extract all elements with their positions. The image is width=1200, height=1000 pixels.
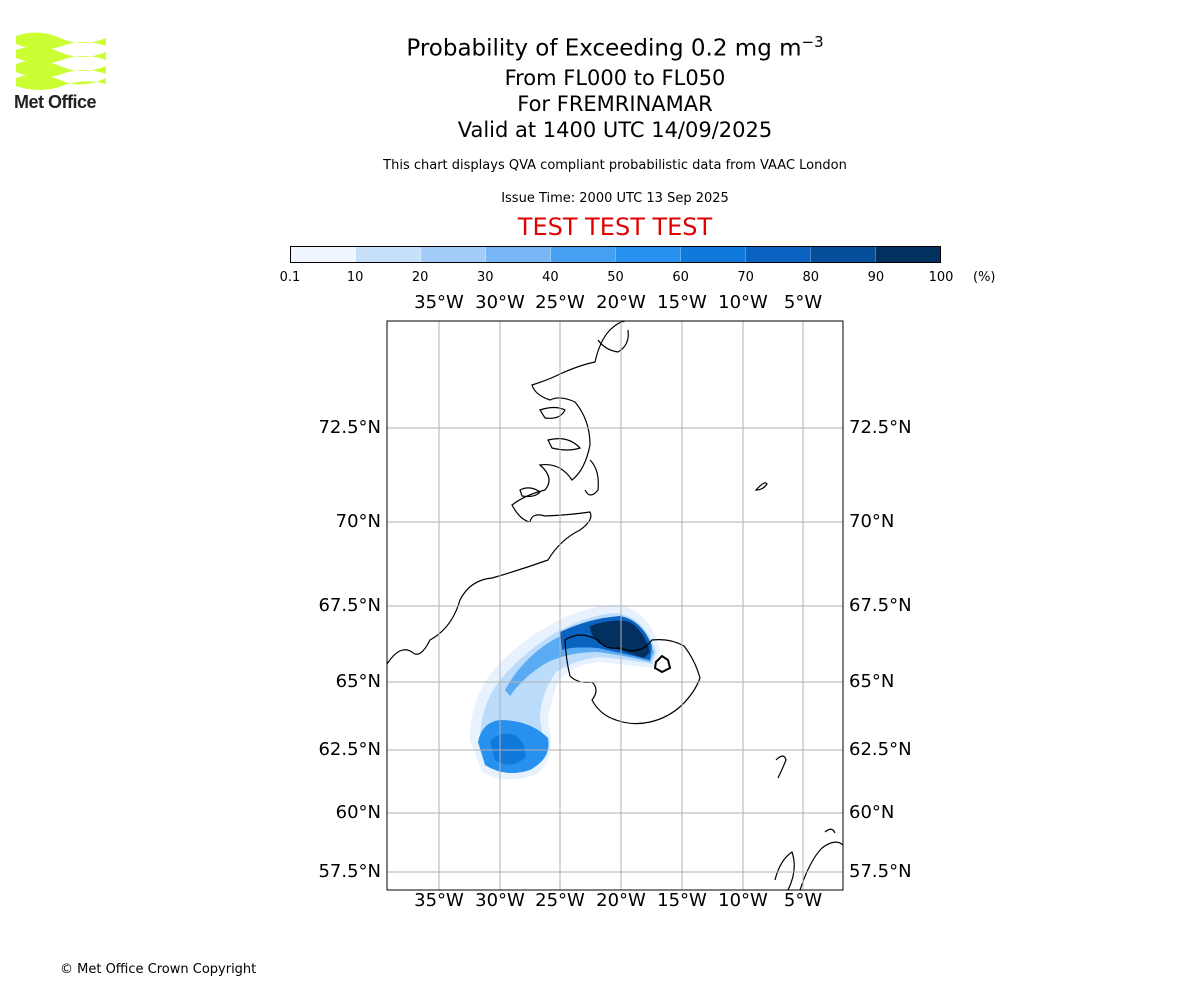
met-office-logo-icon [16,32,106,90]
colorbar-tick-label: 80 [802,270,820,285]
longitude-label: 10°W [718,292,768,313]
ash-plume [470,605,660,780]
colorbar-swatch [876,247,940,262]
colorbar-tick-label: 10 [346,270,364,285]
colorbar-swatch [746,247,811,262]
colorbar-swatch [551,247,616,262]
colorbar-swatch [421,247,486,262]
latitude-label: 65°N [335,671,381,692]
colorbar-tick-label: 30 [477,270,494,285]
latitude-label: 67.5°N [318,595,381,616]
title-line-2: From FL000 to FL050 [504,65,726,90]
latitude-label: 65°N [849,671,895,692]
title-line-4: Valid at 1400 UTC 14/09/2025 [457,117,773,142]
issue-time: Issue Time: 2000 UTC 13 Sep 2025 [501,191,729,206]
longitude-label: 30°W [475,292,525,313]
colorbar-tick-label: 20 [411,270,429,285]
latitude-label: 57.5°N [849,861,912,882]
longitude-label: 5°W [783,890,823,911]
latitude-label: 70°N [849,511,895,532]
latitude-label: 70°N [335,511,381,532]
latitude-label: 67.5°N [849,595,912,616]
longitude-label: 30°W [475,890,525,911]
longitude-label: 5°W [783,292,823,313]
latitude-label: 57.5°N [318,861,381,882]
longitude-label: 35°W [414,292,464,313]
latitude-label: 72.5°N [849,417,912,438]
colorbar-swatch [291,247,356,262]
latitude-label: 62.5°N [849,739,912,760]
copyright: © Met Office Crown Copyright [60,962,257,977]
title-line-3: For FREMRINAMAR [517,91,713,116]
colorbar-tick-label: 60 [672,270,689,285]
colorbar-tick-label: 50 [607,270,624,285]
colorbar-tick-label: 70 [737,270,754,285]
latitude-label: 60°N [849,802,895,823]
colorbar-swatch [356,247,421,262]
colorbar-swatch [811,247,876,262]
colorbar-tick-label: 40 [542,270,559,285]
longitude-label: 35°W [414,890,464,911]
colorbar-tick-label: 0.1 [279,270,301,285]
colorbar [290,246,941,263]
chart-title: Probability of Exceeding 0.2 mg m−3 From… [300,26,930,143]
longitude-label: 20°W [596,292,646,313]
logo-text: Met Office [14,92,97,112]
colorbar-swatch [681,247,746,262]
latitude-label: 62.5°N [318,739,381,760]
subtitle: This chart displays QVA compliant probab… [383,158,847,173]
longitude-label: 15°W [657,292,707,313]
longitude-label: 20°W [596,890,646,911]
colorbar-tick-label: 100 [928,270,954,285]
colorbar-swatch [486,247,551,262]
map-frame [386,320,844,891]
title-superscript: −3 [801,33,824,51]
test-banner: TEST TEST TEST [517,213,713,241]
longitude-label: 10°W [718,890,768,911]
latitude-label: 72.5°N [318,417,381,438]
colorbar-unit: (%) [973,270,996,285]
title-line-1: Probability of Exceeding 0.2 mg m [406,35,802,62]
longitude-label: 25°W [535,292,585,313]
colorbar-swatch [616,247,681,262]
longitude-label: 15°W [657,890,707,911]
colorbar-tick-label: 90 [867,270,885,285]
longitude-label: 25°W [535,890,585,911]
latitude-label: 60°N [335,802,381,823]
graticule [387,321,843,890]
